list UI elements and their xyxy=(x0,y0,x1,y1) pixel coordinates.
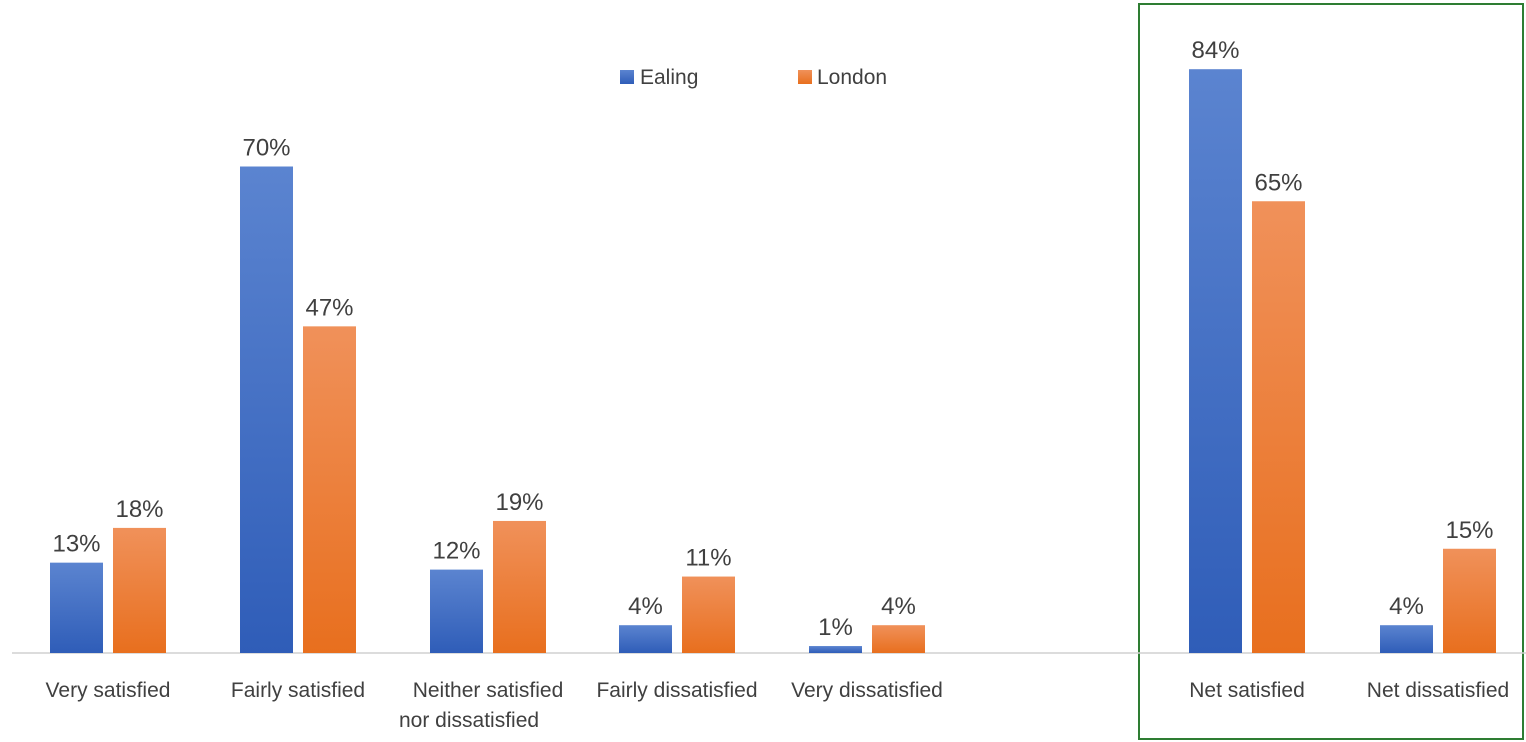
data-label-ealing-4: 1% xyxy=(818,614,853,641)
category-label-2-line-1: nor dissatisfied xyxy=(399,709,539,732)
data-label-london-1: 47% xyxy=(305,294,353,321)
category-label-0-line-0: Very satisfied xyxy=(46,679,171,702)
data-label-london-0: 18% xyxy=(115,496,163,523)
bar-london-1 xyxy=(303,326,356,653)
bar-ealing-4 xyxy=(809,646,862,653)
data-label-ealing-0: 13% xyxy=(52,531,100,558)
highlight-box xyxy=(1138,3,1524,740)
data-label-london-6: 15% xyxy=(1445,517,1493,544)
bar-ealing-3 xyxy=(619,625,672,653)
bar-ealing-6 xyxy=(1380,625,1433,653)
bar-ealing-2 xyxy=(430,569,483,653)
category-labels-group: Very satisfied Fairly satisfied Neither sa… xyxy=(46,679,1510,732)
data-label-ealing-1: 70% xyxy=(242,135,290,162)
category-label-2-line-0: Neither satisfied xyxy=(413,679,564,702)
bar-ealing-1 xyxy=(240,166,293,653)
bar-ealing-0 xyxy=(50,562,103,653)
bar-ealing-5 xyxy=(1189,69,1242,653)
bars-group xyxy=(50,69,1496,653)
data-label-london-3: 11% xyxy=(685,545,731,572)
data-labels-group: 13% 18% 70% 47% 12% 19% 4% 11% 1% 4% 84% 65% 4% 15% xyxy=(52,37,1493,641)
category-label-6-line-0: Net dissatisfied xyxy=(1367,679,1509,702)
legend-swatch-ealing xyxy=(620,70,634,84)
category-label-4-line-0: Very dissatisfied xyxy=(791,679,943,702)
data-label-london-2: 19% xyxy=(495,489,543,516)
legend: Ealing London xyxy=(620,66,887,89)
data-label-london-5: 65% xyxy=(1254,169,1302,196)
bar-london-0 xyxy=(113,527,166,653)
legend-label-ealing: Ealing xyxy=(640,66,698,89)
bar-london-2 xyxy=(493,520,546,653)
legend-swatch-london xyxy=(798,70,812,84)
data-label-ealing-5: 84% xyxy=(1191,37,1239,64)
category-label-1-line-0: Fairly satisfied xyxy=(231,679,365,702)
data-label-ealing-3: 4% xyxy=(628,593,663,620)
category-label-3-line-0: Fairly dissatisfied xyxy=(596,679,757,702)
data-label-ealing-6: 4% xyxy=(1389,593,1424,620)
bar-london-5 xyxy=(1252,201,1305,653)
data-label-london-4: 4% xyxy=(881,593,916,620)
bar-london-3 xyxy=(682,576,735,653)
bar-london-6 xyxy=(1443,548,1496,653)
legend-label-london: London xyxy=(817,66,887,89)
bar-london-4 xyxy=(872,625,925,653)
category-label-5-line-0: Net satisfied xyxy=(1189,679,1305,702)
data-label-ealing-2: 12% xyxy=(432,538,480,565)
